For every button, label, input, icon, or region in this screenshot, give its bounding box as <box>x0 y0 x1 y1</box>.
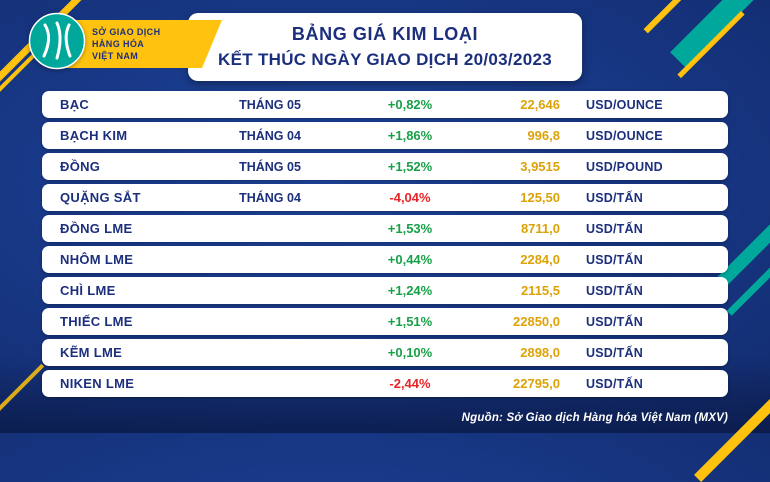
change-percent: +0,82% <box>387 97 433 112</box>
diagonal-stripe-decoration <box>726 247 770 316</box>
change-percent: +0,10% <box>387 345 433 360</box>
change-percent: +1,86% <box>387 128 433 143</box>
price-unit: USD/TẤN <box>586 283 643 298</box>
price-value: 2284,0 <box>520 252 560 267</box>
commodity-name: BẠCH KIM <box>60 128 128 143</box>
price-table: BẠC THÁNG 05 +0,82% 22,646 USD/OUNCE BẠC… <box>42 91 728 401</box>
logo-text-line: SỞ GIAO DỊCH <box>92 27 161 37</box>
commodity-name: ĐỒNG <box>60 159 101 174</box>
commodity-name: ĐỒNG LME <box>60 221 133 236</box>
diagonal-stripe-decoration <box>0 363 45 431</box>
page-subtitle: KẾT THÚC NGÀY GIAO DỊCH 20/03/2023 <box>218 50 552 69</box>
change-percent: +1,53% <box>387 221 433 236</box>
price-unit: USD/POUND <box>586 159 663 174</box>
contract-month: THÁNG 04 <box>239 128 301 143</box>
mxv-logo: SỞ GIAO DỊCH HÀNG HÓA VIỆT NAM <box>28 10 222 76</box>
change-percent: +1,52% <box>387 159 433 174</box>
price-unit: USD/TẤN <box>586 345 643 360</box>
commodity-name: CHÌ LME <box>60 283 116 298</box>
table-row: BẠCH KIM THÁNG 04 +1,86% 996,8 USD/OUNCE <box>42 122 728 149</box>
commodity-name: BẠC <box>60 97 90 112</box>
price-unit: USD/TẤN <box>586 376 643 391</box>
table-row: KẼM LME +0,10% 2898,0 USD/TẤN <box>42 339 728 366</box>
price-unit: USD/TẤN <box>586 190 643 205</box>
logo-text-line: VIỆT NAM <box>92 51 139 62</box>
price-value: 2115,5 <box>520 283 560 298</box>
price-value: 8711,0 <box>520 221 560 236</box>
price-value: 2898,0 <box>520 345 560 360</box>
price-value: 996,8 <box>527 128 560 143</box>
price-unit: USD/TẤN <box>586 221 643 236</box>
price-unit: USD/OUNCE <box>586 128 663 143</box>
change-percent: +0,44% <box>387 252 433 267</box>
commodity-name: KẼM LME <box>60 345 123 360</box>
source-label: Nguồn: <box>461 412 504 424</box>
table-row: ĐỒNG LME +1,53% 8711,0 USD/TẤN <box>42 215 728 242</box>
commodity-name: THIẾC LME <box>60 314 133 329</box>
table-row: NIKEN LME -2,44% 22795,0 USD/TẤN <box>42 370 728 397</box>
logo-text-line: HÀNG HÓA <box>92 39 145 50</box>
source-text: Sở Giao dịch Hàng hóa Việt Nam (MXV) <box>503 412 728 424</box>
change-percent: +1,51% <box>387 314 433 329</box>
price-value: 22850,0 <box>513 314 560 329</box>
change-percent: -4,04% <box>389 190 431 205</box>
price-unit: USD/OUNCE <box>586 97 663 112</box>
commodity-name: NIKEN LME <box>60 376 135 391</box>
price-unit: USD/TẤN <box>586 314 643 329</box>
price-value: 3,9515 <box>520 159 560 174</box>
diagonal-stripe-decoration <box>677 10 745 79</box>
diagonal-stripe-decoration <box>643 0 705 34</box>
price-value: 22,646 <box>520 97 560 112</box>
table-row: QUẶNG SẮT THÁNG 04 -4,04% 125,50 USD/TẤN <box>42 184 728 211</box>
mxv-logo-icon <box>28 12 86 70</box>
change-percent: -2,44% <box>389 376 431 391</box>
contract-month: THÁNG 04 <box>239 190 301 205</box>
contract-month: THÁNG 05 <box>239 97 301 112</box>
change-percent: +1,24% <box>387 283 433 298</box>
price-unit: USD/TẤN <box>586 252 643 267</box>
diagonal-stripe-decoration <box>694 390 770 482</box>
table-row: NHÔM LME +0,44% 2284,0 USD/TẤN <box>42 246 728 273</box>
price-value: 125,50 <box>520 190 560 205</box>
contract-month: THÁNG 05 <box>239 159 301 174</box>
source-note: Nguồn: Sở Giao dịch Hàng hóa Việt Nam (M… <box>462 412 728 424</box>
title-box: BẢNG GIÁ KIM LOẠI KẾT THÚC NGÀY GIAO DỊC… <box>188 13 582 81</box>
table-row: THIẾC LME +1,51% 22850,0 USD/TẤN <box>42 308 728 335</box>
table-row: ĐỒNG THÁNG 05 +1,52% 3,9515 USD/POUND <box>42 153 728 180</box>
diagonal-stripe-decoration <box>670 0 770 68</box>
table-row: BẠC THÁNG 05 +0,82% 22,646 USD/OUNCE <box>42 91 728 118</box>
page-title: BẢNG GIÁ KIM LOẠI <box>291 24 479 44</box>
commodity-name: NHÔM LME <box>60 252 134 267</box>
table-row: CHÌ LME +1,24% 2115,5 USD/TẤN <box>42 277 728 304</box>
price-value: 22795,0 <box>513 376 560 391</box>
commodity-name: QUẶNG SẮT <box>60 190 141 205</box>
